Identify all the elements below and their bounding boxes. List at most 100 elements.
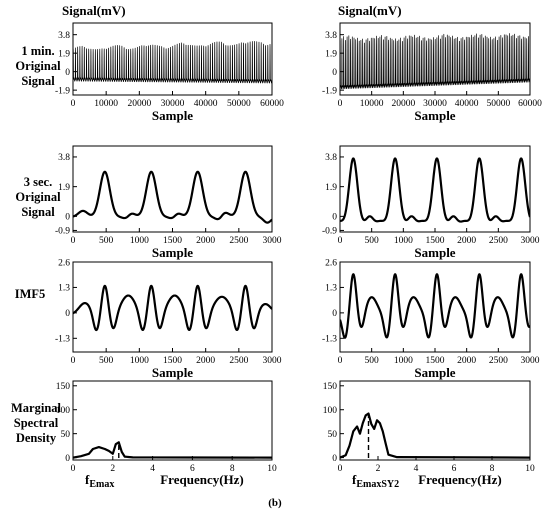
x-tick-label: 1000 — [394, 236, 413, 246]
y-tick-label: -1.3 — [55, 335, 70, 345]
x-tick-label: 500 — [365, 236, 380, 246]
y-tick-label: 0 — [332, 309, 337, 319]
y-tick-label: -1.9 — [55, 86, 70, 96]
figure-caption: (b) — [268, 497, 282, 509]
x-axis-label: Frequency(Hz) — [418, 472, 502, 487]
y-tick-label: 1.3 — [325, 284, 337, 294]
peak-marker-label: fEmaxSY2 — [352, 472, 399, 490]
col-title-right: Signal(mV) — [338, 3, 402, 18]
y-tick-label: 50 — [61, 430, 71, 440]
x-tick-label: 10 — [267, 464, 277, 474]
plot-frame — [339, 261, 531, 353]
x-tick-label: 2500 — [489, 356, 508, 366]
x-tick-label: 3000 — [521, 236, 540, 246]
row-label-line: Original — [15, 190, 61, 204]
y-tick-label: 0 — [65, 309, 70, 319]
y-tick-label: 3.8 — [58, 31, 70, 41]
x-axis-label: Sample — [152, 365, 193, 380]
x-tick-label: 4 — [414, 464, 419, 474]
x-tick-label: 2 — [376, 464, 381, 474]
x-tick-label: 40000 — [194, 99, 218, 109]
y-tick-label: -1.9 — [322, 86, 337, 96]
chart-panel-p00: -1.901.93.80 10000 20000 30000 40000 50000 600… — [55, 22, 284, 123]
y-tick-label: 0 — [332, 454, 337, 464]
row-label-line: Density — [16, 431, 57, 445]
peak-marker-label: fEmax — [85, 472, 114, 490]
x-tick-label: 1000 — [130, 236, 149, 246]
x-tick-label: 40000 — [455, 99, 479, 109]
row-label-line: IMF5 — [15, 287, 46, 301]
x-tick-label: 500 — [99, 236, 114, 246]
x-tick-label: 2000 — [196, 236, 215, 246]
y-tick-label: 0 — [332, 68, 337, 78]
chart-panel-p31: 0 50 100 150 0 2 4 6 8 10 Frequency(Hz) fEmaxSY2 — [323, 380, 535, 490]
x-tick-label: 1000 — [394, 356, 413, 366]
y-tick-label: 50 — [328, 430, 338, 440]
row-label-line: Spectral — [14, 416, 59, 430]
x-axis-label: Sample — [152, 245, 193, 260]
x-tick-label: 8 — [490, 464, 495, 474]
y-tick-label: 3.8 — [325, 31, 337, 41]
y-tick-label: 0 — [65, 454, 70, 464]
row-label-line: Original — [15, 59, 61, 73]
x-tick-label: 2500 — [229, 236, 248, 246]
x-tick-label: 10000 — [94, 99, 118, 109]
row-label-line: Signal — [21, 205, 55, 219]
plot-frame — [339, 145, 531, 233]
y-tick-label: -0.9 — [55, 227, 70, 237]
series-line — [340, 273, 530, 339]
y-tick-label: 3.8 — [58, 153, 70, 163]
x-tick-label: 0 — [338, 99, 343, 109]
row-label-line: 3 sec. — [24, 175, 52, 189]
y-tick-label: 3.8 — [325, 153, 337, 163]
x-axis-label: Sample — [414, 365, 455, 380]
x-tick-label: 1500 — [426, 236, 445, 246]
x-tick-label: 2500 — [489, 236, 508, 246]
x-tick-label: 30000 — [423, 99, 447, 109]
x-tick-label: 3000 — [263, 236, 282, 246]
x-tick-label: 500 — [99, 356, 114, 366]
y-tick-label: 2.6 — [58, 258, 70, 268]
x-tick-label: 500 — [365, 356, 380, 366]
row-label-imf5: IMF5 — [15, 287, 46, 301]
x-tick-label: 20000 — [391, 99, 415, 109]
x-tick-label: 6 — [190, 464, 195, 474]
x-tick-label: 0 — [338, 464, 343, 474]
x-tick-label: 2000 — [457, 236, 476, 246]
plot-frame — [72, 145, 273, 233]
x-tick-label: 1500 — [163, 236, 182, 246]
series-line — [73, 41, 272, 84]
x-tick-label: 0 — [338, 356, 343, 366]
y-tick-label: 1.9 — [325, 183, 337, 193]
x-tick-label: 1500 — [426, 356, 445, 366]
series-line — [73, 170, 272, 224]
x-tick-label: 0 — [338, 236, 343, 246]
y-tick-label: 2.6 — [325, 258, 337, 268]
panels: -1.901.93.80 10000 20000 30000 40000 50000 600… — [55, 22, 542, 490]
y-tick-label: -0.9 — [322, 227, 337, 237]
col-title-left: Signal(mV) — [62, 3, 126, 18]
x-tick-label: 3000 — [263, 356, 282, 366]
row-label-1min: 1 min. Original Signal — [15, 44, 61, 88]
x-tick-label: 50000 — [227, 99, 251, 109]
y-tick-label: 0 — [332, 213, 337, 223]
x-tick-label: 6 — [452, 464, 457, 474]
x-tick-label: 3000 — [521, 356, 540, 366]
y-tick-label: 1.3 — [58, 284, 70, 294]
x-tick-label: 1500 — [163, 356, 182, 366]
plot-frame — [339, 380, 531, 461]
x-tick-label: 2000 — [196, 356, 215, 366]
series-line — [73, 284, 272, 332]
x-tick-label: 20000 — [127, 99, 151, 109]
y-tick-label: 0 — [65, 68, 70, 78]
y-tick-label: 100 — [323, 406, 338, 416]
x-axis-label: Sample — [414, 245, 455, 260]
x-tick-label: 60000 — [518, 99, 542, 109]
x-tick-label: 0 — [71, 99, 76, 109]
x-tick-label: 0 — [71, 464, 76, 474]
x-tick-label: 10000 — [360, 99, 384, 109]
chart-panel-p11: -0.901.93.80 500 1000 1500 2000 2500 3000Sampl… — [322, 145, 540, 260]
series-line — [340, 412, 530, 459]
x-tick-label: 8 — [230, 464, 235, 474]
